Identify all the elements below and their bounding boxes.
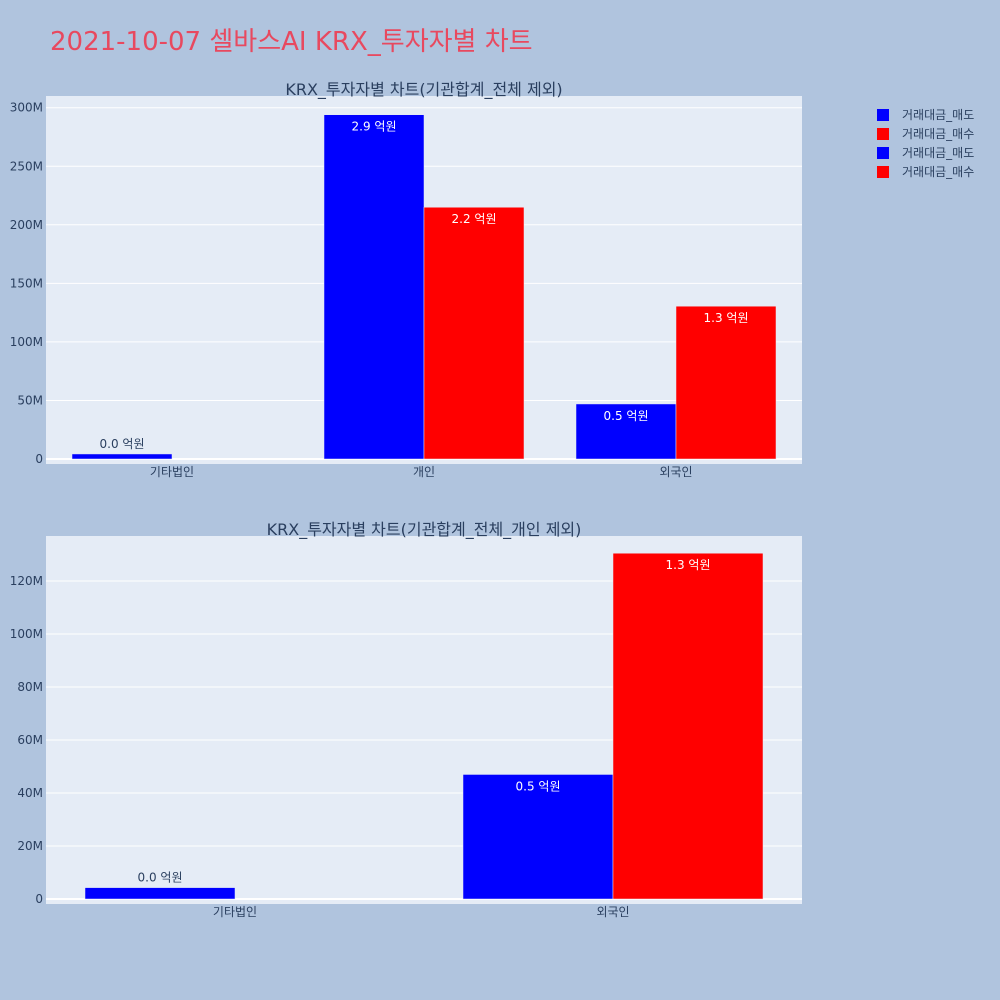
- y-tick-label: 40M: [17, 786, 43, 800]
- y-tick-label: 20M: [17, 839, 43, 853]
- x-tick-label: 외국인: [596, 905, 629, 919]
- legend-label: 거래대금_매도: [902, 108, 974, 122]
- chart-excluding-individuals: KRX_투자자별 차트(기관합계_전체_개인 제외) 0 20M 40M 60M 80M…: [10, 520, 802, 919]
- y-tick-label: 300M: [10, 101, 43, 115]
- y-tick-label: 250M: [10, 159, 43, 173]
- y-tick-label: 0: [35, 892, 43, 906]
- bar: [423, 206, 525, 460]
- x-tick-label: 기타법인: [213, 905, 257, 919]
- y-tick-label: 0: [35, 452, 43, 466]
- bar: [575, 403, 677, 460]
- legend-label: 거래대금_매수: [902, 127, 974, 141]
- main-title: 2021-10-07 셀바스AI KRX_투자자별 차트: [50, 27, 533, 57]
- legend-swatch: [877, 109, 889, 121]
- y-tick-label: 150M: [10, 276, 43, 290]
- bar: [675, 305, 777, 460]
- bar-data-label: 0.0 억원: [100, 437, 145, 451]
- legend-label: 거래대금_매수: [902, 165, 974, 179]
- chart-all-investors: KRX_투자자별 차트(기관합계_전체 제외) 0 50M 100M 150M 200M…: [10, 80, 802, 479]
- chart-title: KRX_투자자별 차트(기관합계_전체_개인 제외): [267, 520, 582, 540]
- legend-label: 거래대금_매도: [902, 146, 974, 160]
- y-tick-label: 100M: [10, 335, 43, 349]
- bar: [84, 887, 236, 900]
- y-tick-label: 50M: [17, 393, 43, 407]
- y-tick-label: 80M: [17, 680, 43, 694]
- legend-swatch: [877, 128, 889, 140]
- bar-data-label: 0.5 억원: [604, 409, 649, 423]
- y-tick-label: 60M: [17, 733, 43, 747]
- bar: [71, 453, 173, 460]
- legend-swatch: [877, 166, 889, 178]
- x-tick-label: 개인: [413, 465, 435, 479]
- y-tick-label: 120M: [10, 574, 43, 588]
- bar: [612, 552, 764, 900]
- legend-swatch: [877, 147, 889, 159]
- chart-title: KRX_투자자별 차트(기관합계_전체 제외): [285, 80, 562, 100]
- bar-data-label: 2.9 억원: [352, 120, 397, 134]
- bar-data-label: 2.2 억원: [452, 212, 497, 226]
- bar: [462, 774, 614, 900]
- x-tick-label: 기타법인: [150, 465, 194, 479]
- bar-data-label: 0.0 억원: [138, 871, 183, 885]
- bar-data-label: 0.5 억원: [516, 779, 561, 793]
- bar-data-label: 1.3 억원: [704, 311, 749, 325]
- bar-data-label: 1.3 억원: [666, 558, 711, 572]
- y-tick-label: 100M: [10, 627, 43, 641]
- y-tick-label: 200M: [10, 218, 43, 232]
- x-tick-label: 외국인: [659, 465, 692, 479]
- bar: [323, 114, 425, 460]
